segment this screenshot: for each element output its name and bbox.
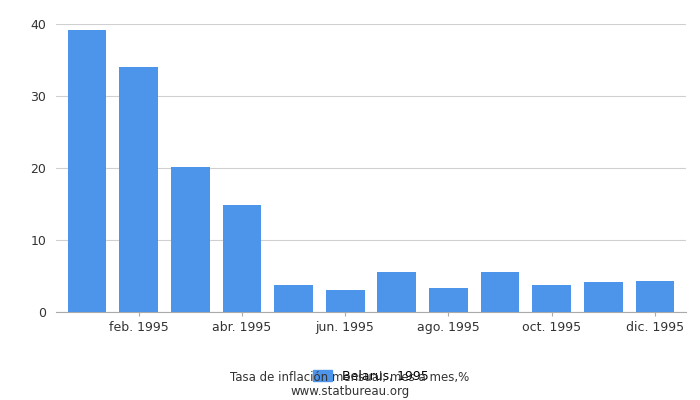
Bar [481,272,519,312]
Bar [171,166,209,312]
Bar [636,281,674,312]
Text: Tasa de inflación mensual, mes a mes,%: Tasa de inflación mensual, mes a mes,% [230,372,470,384]
Bar [223,205,261,312]
Bar [584,282,623,312]
Bar [68,30,106,312]
Bar [429,288,468,312]
Legend: Belarus, 1995: Belarus, 1995 [314,370,428,383]
Bar [274,285,313,312]
Bar [119,67,158,312]
Bar [326,290,365,312]
Text: www.statbureau.org: www.statbureau.org [290,385,410,398]
Bar [377,272,416,312]
Bar [533,285,571,312]
